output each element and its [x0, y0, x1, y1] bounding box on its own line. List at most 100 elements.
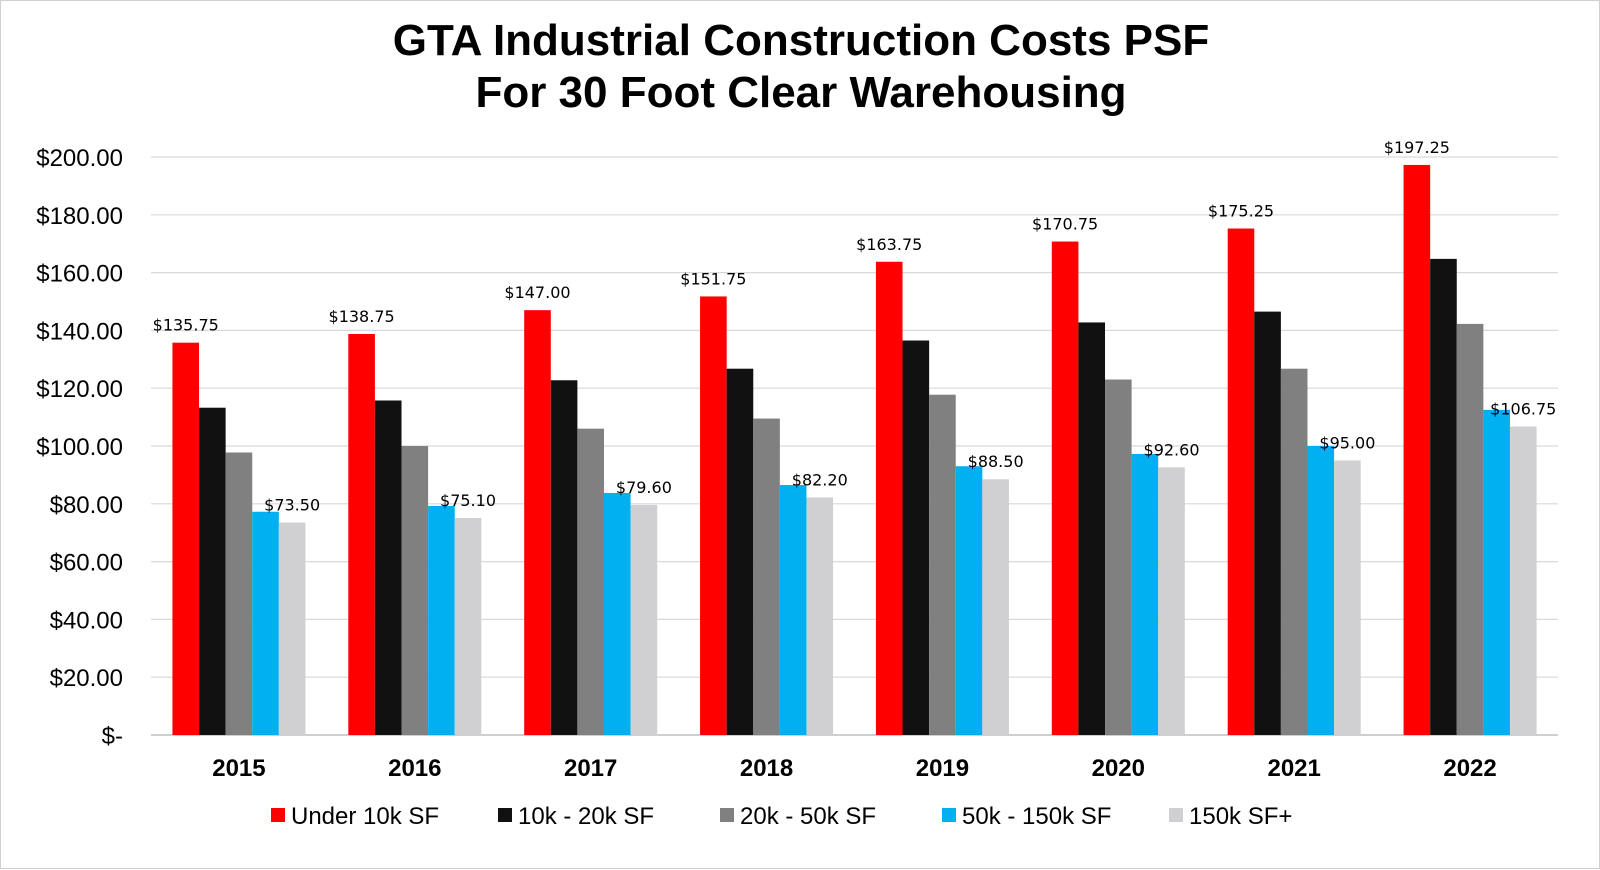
bar	[428, 505, 455, 735]
bar	[753, 418, 780, 735]
data-label: $138.75	[329, 307, 395, 326]
bar	[1051, 241, 1079, 735]
x-tick-label: 2019	[916, 755, 969, 782]
y-tick-label: $180.00	[36, 203, 123, 230]
y-tick-label: $100.00	[36, 434, 123, 461]
data-label: $151.75	[680, 269, 746, 288]
bar	[225, 452, 253, 735]
bar	[982, 479, 1009, 735]
legend-label: 50k - 150k SF	[962, 803, 1111, 830]
data-label: $197.25	[1384, 138, 1450, 157]
bar	[929, 394, 956, 735]
y-tick-label: $120.00	[36, 376, 123, 403]
bar	[524, 310, 551, 735]
x-tick-label: 2021	[1267, 755, 1320, 782]
bar	[199, 407, 226, 735]
x-tick-label: 2020	[1092, 755, 1145, 782]
legend-item: 150k SF+	[1169, 803, 1292, 830]
bar	[902, 340, 930, 735]
legend-swatch	[498, 808, 512, 822]
legend-item: 50k - 150k SF	[942, 803, 1111, 830]
y-tick-label: $160.00	[36, 261, 123, 288]
bar	[550, 380, 578, 735]
legend-label: Under 10k SF	[291, 803, 439, 830]
chart-subtitle: For 30 Foot Clear Warehousing	[475, 68, 1127, 117]
bar	[374, 400, 402, 735]
data-label: $147.00	[504, 283, 570, 302]
x-tick-label: 2018	[740, 755, 793, 782]
bar	[1254, 311, 1281, 735]
legend-label: 10k - 20k SF	[518, 803, 654, 830]
bar	[1158, 467, 1185, 735]
y-axis: $- $20.00 $40.00 $60.00 $80.00 $100.00 $120.00…	[36, 145, 123, 750]
y-tick-label: $80.00	[50, 492, 123, 519]
bar	[1105, 379, 1132, 735]
legend-item: 20k - 50k SF	[720, 803, 876, 830]
chart-title-line1: GTA Industrial Construction Costs PSF	[392, 16, 1210, 65]
data-label: $135.75	[153, 316, 219, 335]
legend-swatch	[1169, 808, 1183, 822]
bar	[1131, 453, 1159, 735]
bar	[700, 296, 727, 735]
bar	[806, 497, 834, 735]
bar	[1509, 426, 1537, 735]
bars	[172, 164, 1537, 735]
data-label: $170.75	[1032, 215, 1098, 234]
bar	[278, 522, 306, 735]
data-label: $73.50	[264, 496, 320, 515]
bar	[1483, 409, 1510, 735]
bar	[1078, 322, 1106, 735]
data-label: $106.75	[1490, 399, 1556, 418]
y-tick-label: $20.00	[50, 665, 123, 692]
chart-title: GTA Industrial Construction Costs PSF Fo…	[1, 15, 1600, 119]
legend-item: 10k - 20k SF	[498, 803, 654, 830]
legend: Under 10k SF 10k - 20k SF 20k - 50k SF 50k …	[271, 803, 1292, 830]
bar	[875, 261, 903, 735]
bar	[1227, 228, 1255, 735]
legend-label: 20k - 50k SF	[740, 803, 876, 830]
y-tick-label: $40.00	[50, 607, 123, 634]
x-tick-label: 2015	[212, 755, 265, 782]
bar	[401, 446, 429, 735]
data-label: $175.25	[1208, 202, 1274, 221]
y-tick-label: $140.00	[36, 318, 123, 345]
bar	[577, 428, 604, 735]
legend-item: Under 10k SF	[271, 803, 439, 830]
data-label: $92.60	[1144, 440, 1200, 459]
bar	[726, 368, 754, 735]
bar	[603, 492, 631, 735]
y-tick-label: $-	[102, 723, 123, 750]
bar	[1456, 323, 1484, 735]
x-axis: 2015 2016 2017 2018 2019 2020 2021 2022	[212, 755, 1497, 782]
x-tick-label: 2017	[564, 755, 617, 782]
bar	[1430, 258, 1457, 735]
bar	[1403, 164, 1431, 735]
bar	[252, 511, 279, 735]
legend-swatch	[720, 808, 734, 822]
y-tick-label: $200.00	[36, 145, 123, 172]
data-label: $79.60	[616, 478, 672, 497]
legend-label: 150k SF+	[1189, 803, 1292, 830]
x-tick-label: 2022	[1443, 755, 1496, 782]
bar	[779, 485, 807, 735]
data-label: $95.00	[1319, 433, 1375, 452]
data-label: $163.75	[856, 235, 922, 254]
data-label: $82.20	[792, 470, 848, 489]
legend-swatch	[942, 808, 956, 822]
bar	[172, 342, 200, 735]
data-label: $75.10	[440, 491, 496, 510]
y-tick-label: $60.00	[50, 550, 123, 577]
bar	[1334, 460, 1361, 735]
bar	[348, 334, 375, 735]
bar	[454, 517, 482, 735]
bar	[1307, 446, 1335, 735]
bar	[630, 504, 658, 735]
data-labels: $135.75 $73.50 $138.75 $75.10 $147.00 $79.60 $…	[153, 138, 1557, 515]
bar	[1280, 368, 1308, 735]
bar	[955, 466, 983, 735]
x-tick-label: 2016	[388, 755, 441, 782]
legend-swatch	[271, 808, 285, 822]
data-label: $88.50	[968, 452, 1024, 471]
